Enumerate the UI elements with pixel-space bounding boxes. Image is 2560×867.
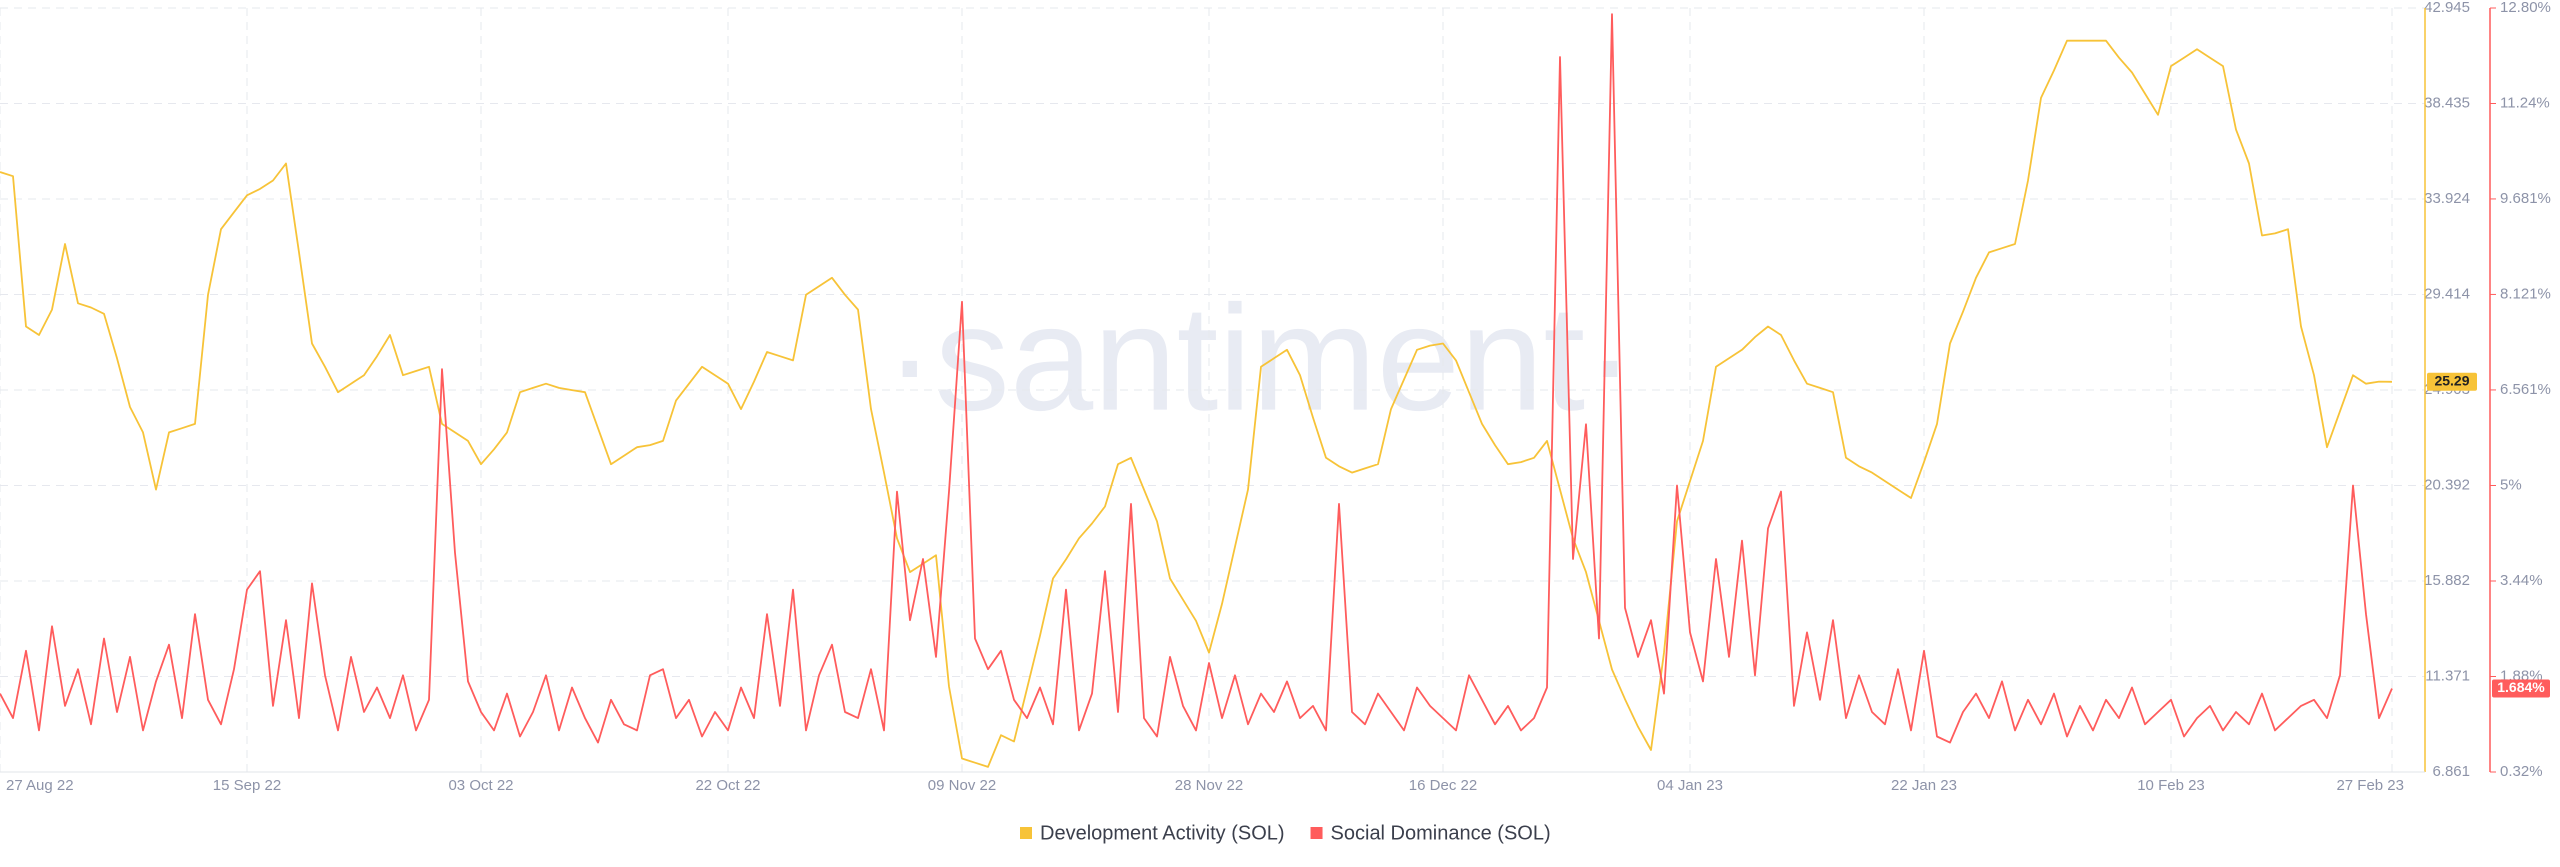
watermark: ·santiment· [885, 274, 1635, 442]
x-tick-label: 04 Jan 23 [1657, 777, 1723, 794]
series-line [0, 39, 2393, 768]
x-tick-label: 16 Dec 22 [1409, 777, 1477, 794]
y-tick-label: 42.945 [2424, 0, 2470, 16]
y2-tick-label: 8.121% [2500, 285, 2551, 302]
x-tick-label: 22 Jan 23 [1891, 777, 1957, 794]
y2-tick-label: 11.24% [2500, 94, 2550, 111]
y-tick-label: 15.882 [2424, 572, 2470, 589]
x-tick-label: 09 Nov 22 [928, 777, 996, 794]
series-line [0, 13, 2393, 744]
y2-tick-label: 5% [2500, 476, 2522, 493]
grid [0, 7, 2425, 773]
y-tick-label: 38.435 [2424, 94, 2470, 111]
y2-tick-label: 3.44% [2500, 572, 2543, 589]
legend-swatch [1020, 827, 1032, 839]
y-tick-label: 33.924 [2424, 190, 2470, 207]
legend-label: Development Activity (SOL) [1040, 822, 1285, 844]
end-label: 25.29 [2434, 373, 2469, 389]
y2-tick-label: 0.32% [2500, 763, 2543, 780]
x-tick-label: 22 Oct 22 [695, 777, 760, 794]
x-tick-label: 03 Oct 22 [448, 777, 513, 794]
end-badge [2427, 372, 2477, 391]
x-tick-label: 15 Sep 22 [213, 777, 281, 794]
y-tick-label: 6.861 [2432, 763, 2470, 780]
x-tick-label: 27 Feb 23 [2336, 777, 2404, 794]
y2-tick-label: 12.80% [2500, 0, 2551, 16]
y-tick-label: 20.392 [2424, 476, 2470, 493]
y-tick-label: 29.414 [2424, 285, 2470, 302]
x-tick-label: 10 Feb 23 [2137, 777, 2205, 794]
y-tick-label: 11.371 [2425, 667, 2470, 684]
end-badge [2492, 679, 2550, 698]
legend-label: Social Dominance (SOL) [1331, 822, 1551, 844]
y2-tick-label: 9.681% [2500, 190, 2551, 207]
x-tick-label: 28 Nov 22 [1175, 777, 1243, 794]
legend-swatch [1310, 827, 1323, 839]
end-label: 1.684% [2497, 679, 2545, 695]
y2-tick-label: 6.561% [2500, 381, 2551, 398]
x-tick-label: 27 Aug 22 [6, 777, 74, 794]
